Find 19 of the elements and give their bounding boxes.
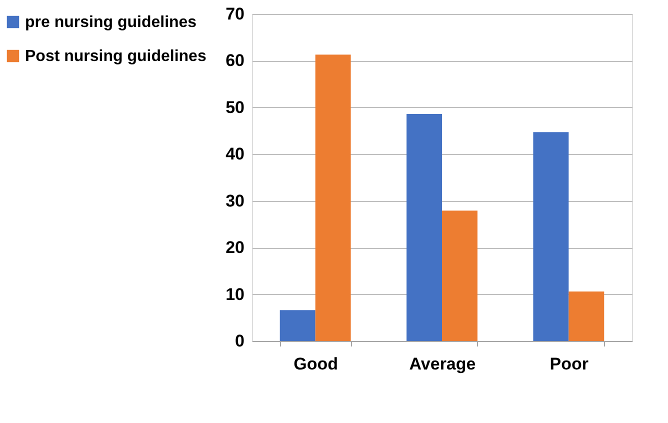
- x-tick-label: Poor: [550, 354, 589, 374]
- x-tick-label: Average: [409, 354, 476, 374]
- y-tick-label: 70: [226, 4, 244, 24]
- bar: [568, 291, 604, 341]
- bar: [280, 310, 316, 341]
- x-tick-label: Good: [294, 354, 338, 374]
- legend-label: Post nursing guidelines: [25, 48, 206, 65]
- y-tick-label: 50: [226, 98, 244, 117]
- y-tick-label: 0: [235, 332, 244, 350]
- y-tick-label: 40: [226, 144, 244, 164]
- bar: [442, 210, 478, 341]
- bar: [533, 132, 569, 341]
- y-tick-label: 10: [226, 284, 244, 304]
- legend-label: pre nursing guidelines: [25, 14, 197, 31]
- bar: [406, 114, 442, 341]
- y-tick-label: 20: [226, 238, 244, 258]
- bar: [315, 54, 351, 341]
- y-tick-label: 60: [226, 51, 244, 70]
- y-tick-label: 30: [226, 191, 244, 210]
